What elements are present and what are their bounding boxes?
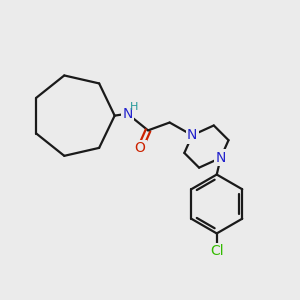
Text: Cl: Cl — [210, 244, 224, 258]
Text: N: N — [215, 151, 226, 165]
Text: O: O — [135, 141, 146, 155]
Text: N: N — [122, 107, 133, 121]
Text: N: N — [187, 128, 197, 142]
Text: H: H — [130, 102, 139, 112]
